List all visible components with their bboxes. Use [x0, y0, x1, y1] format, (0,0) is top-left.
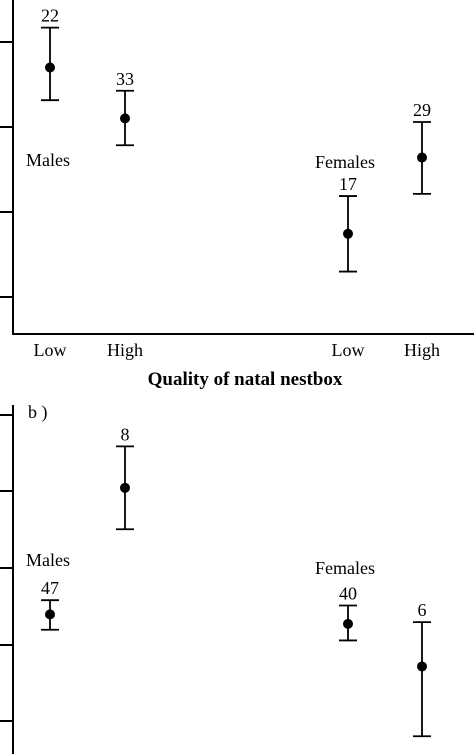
panel-b-females-high-point: [417, 661, 427, 672]
panel-a: 22 33 17 29 Low High Low High Males Females: [0, 0, 474, 360]
panel-a-x-tick-label: High: [107, 340, 143, 360]
panel-b: b ) 47 8 40 6 Males Females: [0, 402, 431, 754]
panel-b-males-high-n-label: 8: [121, 424, 130, 444]
x-axis-title: Quality of natal nestbox: [148, 369, 343, 390]
panel-a-x-tick-label: High: [404, 340, 440, 360]
panel-b-males-high-point: [120, 482, 130, 493]
panel-b-females-low-n-label: 40: [339, 584, 357, 604]
panel-b-marks: 47 8 40 6: [41, 424, 431, 738]
panel-a-males-high-n-label: 33: [116, 69, 134, 89]
panel-b-females-high-n-label: 6: [418, 600, 427, 620]
panel-b-label: b ): [28, 402, 48, 423]
panel-b-females-label: Females: [315, 558, 375, 578]
panel-b-males-label: Males: [26, 550, 70, 570]
panel-a-females-high-n-label: 29: [413, 100, 431, 120]
panel-a-females-low-point: [343, 228, 353, 239]
panel-a-marks: 22 33 17 29: [41, 6, 431, 273]
panel-a-females-label: Females: [315, 152, 375, 172]
panel-a-x-tick-label: Low: [34, 340, 67, 360]
panel-b-males-low-point: [45, 609, 55, 620]
panel-b-males-low-n-label: 47: [41, 578, 59, 598]
panel-a-females-high-point: [417, 152, 427, 163]
panel-a-males-low-point: [45, 62, 55, 73]
panel-a-x-tick-label: Low: [332, 340, 365, 360]
panel-a-males-high-point: [120, 113, 130, 124]
panel-a-males-low-n-label: 22: [41, 6, 59, 26]
panel-a-males-label: Males: [26, 150, 70, 170]
panel-b-females-low-point: [343, 618, 353, 629]
panel-a-females-low-n-label: 17: [339, 174, 357, 194]
